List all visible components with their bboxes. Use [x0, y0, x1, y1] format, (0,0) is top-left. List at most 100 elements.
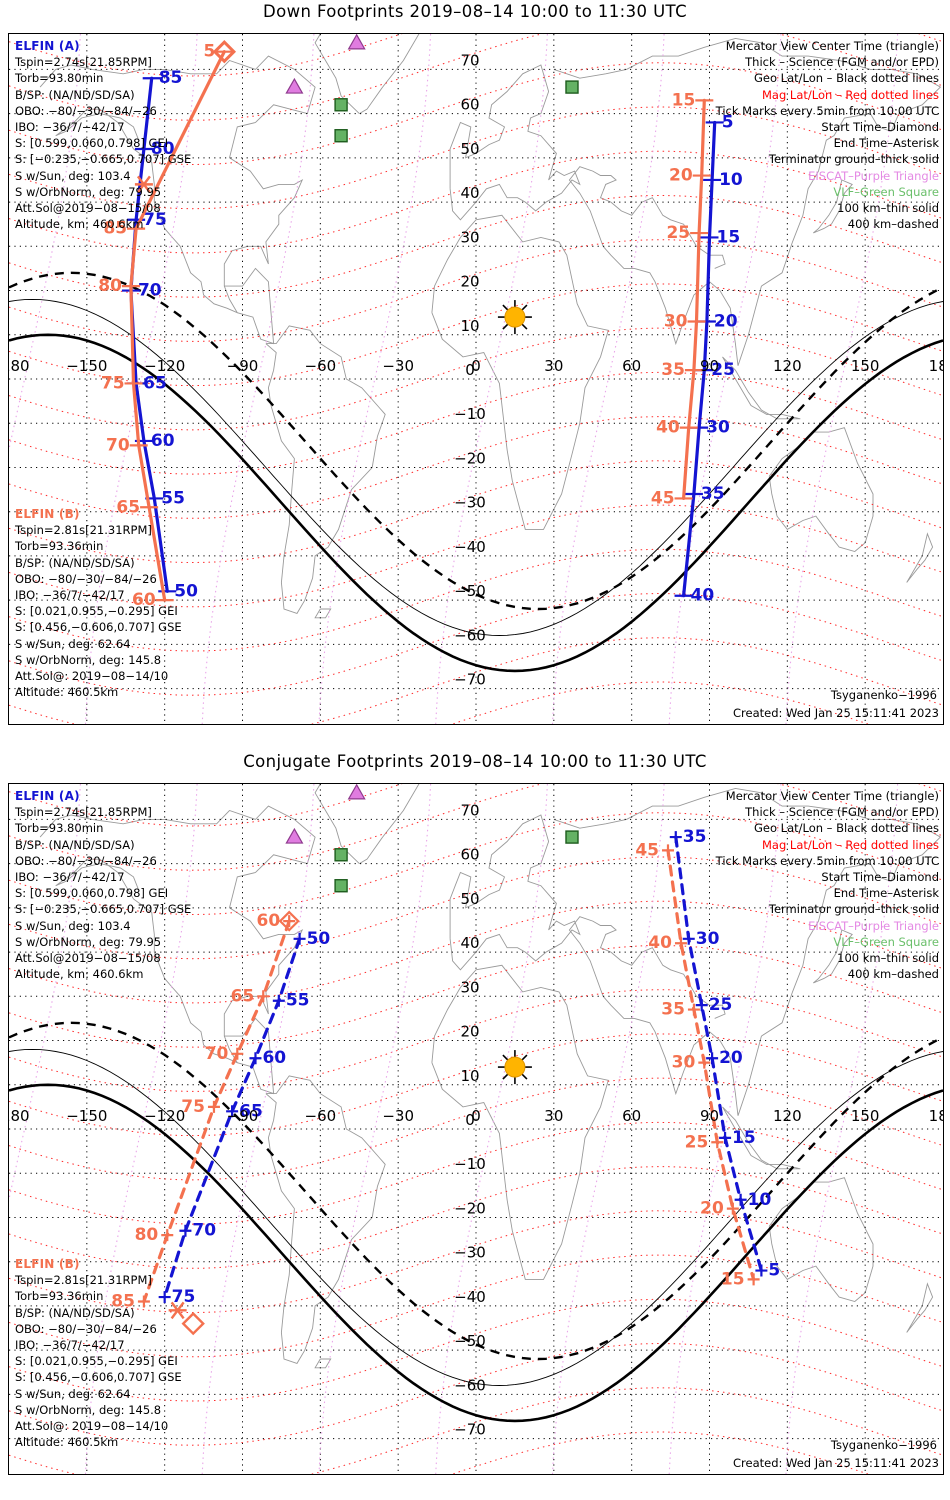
mag-graticule	[9, 34, 943, 724]
legend-item: Geo Lat/Lon – Black dotted lines	[753, 821, 939, 836]
svg-text:−120: −120	[144, 357, 185, 375]
svg-text:0: 0	[471, 357, 481, 375]
svg-text:70: 70	[106, 435, 130, 455]
sc-a-line: IBO: −36/7/−42/17	[15, 119, 125, 134]
svg-text:50: 50	[460, 140, 479, 158]
svg-text:0: 0	[471, 1107, 481, 1125]
sc-b-line: S w/OrbNorm, deg: 145.8	[15, 1402, 162, 1417]
svg-text:20: 20	[719, 1048, 743, 1068]
orbit-tracks: 85 80 75 70 65 60 55 50 5 85 80 75 70 65 60 5 10 15 20 25 30…	[98, 41, 743, 610]
created-label: Created: Wed Jan 25 15:11:41 2023	[732, 1456, 939, 1470]
svg-text:−50: −50	[454, 582, 486, 600]
legend-item: 100 km–thin solid	[837, 950, 939, 965]
svg-text:70: 70	[460, 51, 479, 69]
svg-text:30: 30	[460, 228, 479, 246]
spacecraft-a-name: ELFIN (A)	[15, 39, 80, 53]
svg-text:120: 120	[773, 357, 802, 375]
svg-text:65: 65	[116, 497, 140, 517]
legend-item: VLF–Green Square	[833, 184, 939, 199]
sc-b-line: Altitude: 460.5km	[15, 1435, 119, 1450]
svg-text:0: 0	[465, 361, 475, 379]
spacecraft-b-info-block: ELFIN (B) Tspin=2.81s[21.31RPM] Torb=93.…	[15, 506, 182, 700]
axis-labels: −180−150−120−90−60−300306090120150180706…	[9, 801, 943, 1438]
legend-item: Mag Lat/Lon – Red dotted lines	[762, 837, 939, 852]
svg-text:40: 40	[691, 586, 715, 606]
svg-text:35: 35	[683, 827, 707, 847]
svg-text:65: 65	[239, 1101, 263, 1121]
sc-b-line: IBO: −36/7/−42/17	[15, 1337, 125, 1352]
model-label: Tsyganenko−1996	[830, 688, 937, 702]
sc-b-line: Tspin=2.81s[21.31RPM]	[15, 523, 152, 538]
svg-text:−50: −50	[454, 1332, 486, 1350]
svg-text:60: 60	[460, 96, 479, 114]
sc-b-line: S: [0.021,0.955,−0.295] GEI	[15, 1354, 178, 1369]
sc-a-line: OBO: −80/−30/−84/−26	[15, 853, 157, 868]
svg-text:60: 60	[257, 911, 281, 931]
spacecraft-b-name: ELFIN (B)	[15, 1257, 80, 1271]
sc-a-line: Torb=93.80min	[15, 71, 104, 86]
sc-a-line: Tspin=2.74s[21.85RPM]	[15, 55, 152, 70]
svg-text:25: 25	[709, 995, 733, 1015]
svg-text:90: 90	[700, 1107, 719, 1125]
svg-text:−70: −70	[454, 671, 486, 689]
spacecraft-b-name: ELFIN (B)	[15, 507, 80, 521]
sc-b-line: Att.Sol@: 2019−08−14/10	[15, 1418, 169, 1433]
svg-text:30: 30	[664, 312, 688, 332]
sc-a-line: Att.Sol@2019−08−15/08	[15, 200, 161, 215]
svg-text:35: 35	[701, 484, 725, 504]
sc-a-line: S: [0.599,0.060,0.798] GEI	[15, 136, 169, 151]
svg-text:30: 30	[544, 1107, 563, 1125]
svg-text:20: 20	[669, 166, 693, 186]
svg-text:75: 75	[181, 1097, 205, 1117]
legend-item: Tick Marks every 5min from 10:00 UTC	[715, 103, 939, 118]
svg-text:85: 85	[159, 68, 183, 88]
legend-item: Mercator View Center Time (triangle)	[725, 39, 939, 53]
sc-b-line: Torb=93.36min	[15, 1289, 104, 1304]
svg-text:20: 20	[714, 312, 738, 332]
sc-b-line: Att.Sol@: 2019−08−14/10	[15, 668, 169, 683]
svg-text:30: 30	[706, 418, 730, 438]
svg-text:−60: −60	[454, 1376, 486, 1394]
svg-text:−30: −30	[382, 1107, 414, 1125]
legend-item: VLF–Green Square	[833, 934, 939, 949]
svg-text:−40: −40	[454, 1288, 486, 1306]
svg-text:−60: −60	[305, 1107, 337, 1125]
sc-a-line: Altitude, km: 460.6km	[15, 217, 144, 232]
svg-text:45: 45	[651, 488, 675, 508]
svg-text:60: 60	[151, 431, 175, 451]
terminator	[9, 271, 943, 673]
sc-b-line: S w/Sun, deg: 62.64	[15, 1386, 131, 1401]
svg-text:15: 15	[721, 1269, 745, 1289]
legend-item: Geo Lat/Lon – Black dotted lines	[753, 71, 939, 86]
svg-text:60: 60	[622, 1107, 641, 1125]
sc-a-line: S w/Sun, deg: 103.4	[15, 168, 131, 183]
svg-text:60: 60	[132, 590, 156, 610]
svg-text:20: 20	[460, 1023, 479, 1041]
svg-text:10: 10	[719, 170, 743, 190]
created-label: Created: Wed Jan 25 15:11:41 2023	[732, 706, 939, 720]
legend-item: 100 km–thin solid	[837, 200, 939, 215]
legend-item: Start Time–Diamond	[821, 119, 939, 134]
svg-text:50: 50	[460, 890, 479, 908]
svg-text:40: 40	[460, 184, 479, 202]
svg-text:150: 150	[851, 1107, 880, 1125]
svg-text:30: 30	[672, 1053, 696, 1073]
sc-a-line: IBO: −36/7/−42/17	[15, 869, 125, 884]
svg-text:75: 75	[172, 1287, 196, 1307]
map-legend: Mercator View Center Time (triangle) Thi…	[716, 788, 939, 982]
svg-text:25: 25	[711, 360, 735, 380]
panel-title: Conjugate Footprints 2019–08–14 10:00 to…	[243, 752, 707, 771]
svg-text:−20: −20	[454, 1199, 486, 1217]
time-markers	[168, 1301, 205, 1336]
svg-text:60: 60	[622, 357, 641, 375]
svg-text:70: 70	[138, 281, 162, 301]
sc-a-line: Torb=93.80min	[15, 821, 104, 836]
svg-text:10: 10	[460, 1067, 479, 1085]
map-plot-area: 85 80 75 70 65 60 55 50 5 85 80 75 70 65 60 5 10 15 20 25 30…	[8, 33, 944, 725]
svg-text:20: 20	[460, 273, 479, 291]
svg-text:35: 35	[661, 360, 685, 380]
sc-a-line: B/SP: (NA/ND/SD/SA)	[15, 837, 135, 852]
svg-text:−150: −150	[66, 1107, 107, 1125]
svg-text:85: 85	[103, 219, 127, 239]
legend-item: Tick Marks every 5min from 10:00 UTC	[715, 853, 939, 868]
